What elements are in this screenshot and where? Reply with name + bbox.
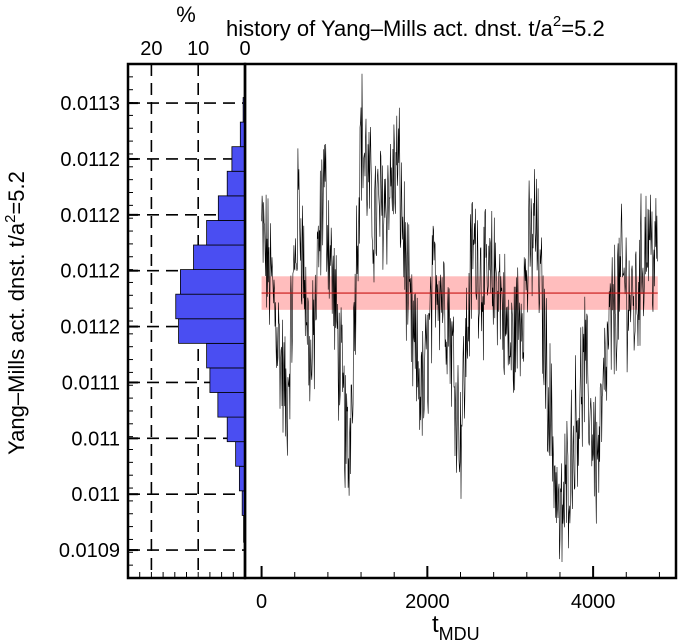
histogram-bars <box>175 97 246 543</box>
histogram-bar <box>235 441 246 467</box>
histogram-y-axis-label: Yang–Mills act. dnst. t/a2=5.2 <box>2 171 29 455</box>
histogram-bar <box>175 293 246 320</box>
histogram-y-tick-label: 0.0112 <box>60 205 120 227</box>
histogram-x-tick-label: 20 <box>140 38 162 60</box>
histogram-y-tick-label: 0.0112 <box>60 149 120 171</box>
histogram-x-tick-label: 10 <box>187 38 209 60</box>
histogram-panel: 0.01130.01120.01120.01120.01120.01110.01… <box>2 2 251 580</box>
histogram-bar <box>180 269 246 295</box>
history-x-ticks: 0 2000 4000 <box>256 566 660 613</box>
history-title-suffix: =5.2 <box>561 16 604 41</box>
histogram-bar <box>217 392 246 418</box>
histogram-y-tick-label: 0.0112 <box>60 317 120 339</box>
x-axis-label-subscript: MDU <box>439 624 480 644</box>
histogram-y-tick-label: 0.0109 <box>59 540 120 562</box>
histogram-y-tick-label: 0.0112 <box>60 261 120 283</box>
histogram-y-ticks: 0.0113 0.0112 0.0112 0.0112 0.0112 0.0111 0.01… <box>59 76 138 579</box>
histogram-percent-label: % <box>176 2 196 27</box>
histogram-bar <box>178 318 246 344</box>
history-x-tick-label: 2000 <box>405 591 450 613</box>
histogram-bar <box>206 220 246 246</box>
histogram-x-tick-label: 0 <box>239 38 250 60</box>
x-axis-label-main: t <box>432 611 439 638</box>
history-x-tick-label: 0 <box>256 591 267 613</box>
y-axis-label-superscript: 2 <box>2 215 19 223</box>
histogram-bar <box>231 146 246 172</box>
histogram-y-tick-label: 0.011 <box>71 428 120 450</box>
histogram-bar <box>209 367 246 393</box>
history-x-tick-label: 4000 <box>571 591 616 613</box>
histogram-bar <box>226 170 246 197</box>
history-series-line <box>261 73 658 563</box>
histogram-y-tick-label: 0.0111 <box>62 372 120 394</box>
history-x-axis-label: tMDU <box>432 611 480 644</box>
history-title-main: history of Yang–Mills act. dnst. t/a <box>226 16 554 41</box>
histogram-bar <box>206 342 246 369</box>
y-axis-label-suffix: =5.2 <box>4 171 29 214</box>
y-axis-label-main: Yang–Mills act. dnst. t/a <box>4 222 29 455</box>
history-panel: 0 2000 4000 history of Yang–Mills act. dns… <box>226 13 678 644</box>
histogram-y-tick-label: 0.0113 <box>60 93 120 115</box>
histogram-bar <box>193 244 246 271</box>
history-title: history of Yang–Mills act. dnst. t/a2=5.… <box>226 13 605 41</box>
histogram-bar <box>226 416 246 443</box>
history-title-superscript: 2 <box>553 13 561 30</box>
histogram-bar <box>217 195 246 221</box>
histogram-y-tick-label: 0.011 <box>71 484 120 506</box>
